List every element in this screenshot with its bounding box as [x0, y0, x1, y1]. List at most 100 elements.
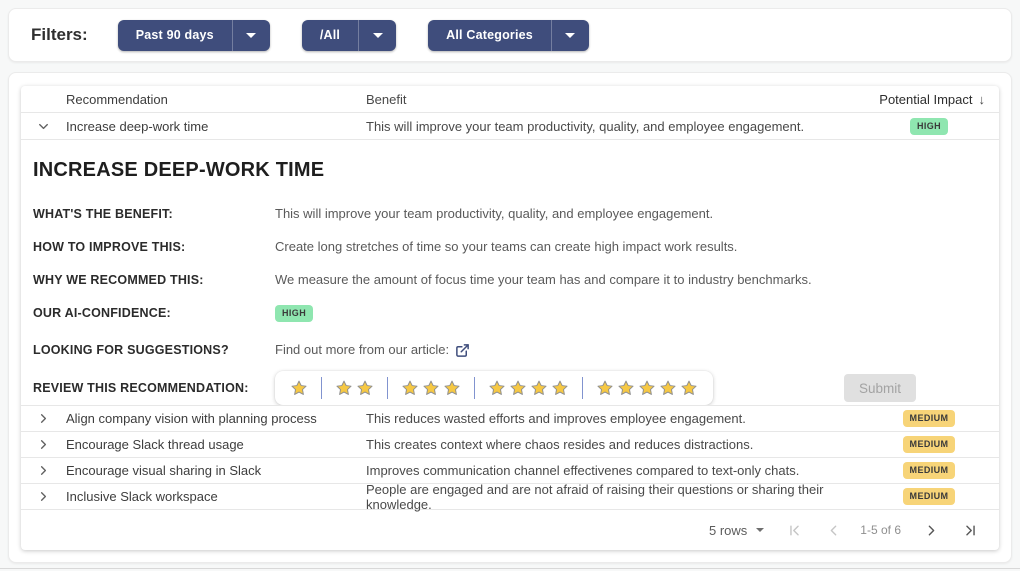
category-dropdown-toggle[interactable] [550, 19, 589, 51]
row-expander[interactable] [21, 437, 66, 452]
table-header-row: Recommendation Benefit Potential Impact … [21, 86, 999, 113]
star-icon [356, 379, 374, 397]
rating-widget [275, 371, 713, 405]
category-dropdown[interactable]: All Categories [428, 19, 589, 51]
date-range-dropdown[interactable]: Past 90 days [117, 19, 270, 51]
caret-down-icon [246, 32, 257, 38]
rows-per-page-select[interactable]: 5 rows [709, 522, 765, 538]
date-range-dropdown-value: Past 90 days [135, 28, 214, 42]
row-expander[interactable] [21, 411, 66, 426]
star-icon [488, 379, 506, 397]
external-link-icon [456, 343, 469, 357]
table-row[interactable]: Align company vision with planning proce… [21, 406, 999, 432]
row-recommendation: Encourage Slack thread usage [66, 437, 244, 452]
article-link[interactable] [455, 343, 470, 358]
submit-review-button[interactable]: Submit [843, 374, 916, 402]
row-expander[interactable] [21, 119, 66, 134]
row-benefit: People are engaged and are not afraid of… [366, 481, 824, 512]
filter-bar: Filters: Past 90 days /All All Categorie… [8, 8, 1012, 62]
star-icon [551, 379, 569, 397]
suggestions-text: Find out more from our article: [275, 342, 450, 357]
star-icon [290, 379, 308, 397]
caret-down-icon [756, 528, 765, 532]
rating-option-5-stars[interactable] [582, 377, 711, 399]
table-row[interactable]: Encourage Slack thread usage This create… [21, 432, 999, 458]
star-icon [680, 379, 698, 397]
field-label: WHAT'S THE BENEFIT: [33, 206, 173, 221]
previous-page-button[interactable] [825, 522, 842, 539]
star-icon [509, 379, 527, 397]
detail-title: INCREASE DEEP-WORK TIME [33, 159, 325, 181]
star-icon [659, 379, 677, 397]
table-row[interactable]: Increase deep-work time This will improv… [21, 113, 999, 140]
row-benefit: This reduces wasted efforts and improves… [366, 411, 746, 426]
table-row[interactable]: Encourage visual sharing in Slack Improv… [21, 458, 999, 484]
field-value: Create long stretches of time so your te… [275, 239, 738, 254]
chevron-down-icon [39, 123, 48, 129]
table-row[interactable]: Inclusive Slack workspace People are eng… [21, 481, 999, 512]
impact-badge-high: HIGH [909, 117, 949, 135]
field-value: We measure the amount of focus time your… [275, 272, 812, 287]
date-range-dropdown-toggle[interactable] [231, 19, 270, 51]
rating-option-4-stars[interactable] [474, 377, 582, 399]
caret-down-icon [565, 32, 576, 38]
recommendations-table: Recommendation Benefit Potential Impact … [21, 86, 999, 550]
impact-badge-medium: MEDIUM [902, 436, 956, 453]
row-recommendation: Inclusive Slack workspace [66, 489, 218, 504]
next-page-button[interactable] [923, 522, 940, 539]
column-header-potential-impact[interactable]: Potential Impact ↓ [859, 92, 999, 107]
column-header-benefit[interactable]: Benefit [366, 91, 407, 107]
pagination-range-label: 1-5 of 6 [860, 523, 901, 537]
team-dropdown-value: /All [319, 28, 341, 42]
detail-field-benefit: WHAT'S THE BENEFIT: This will improve yo… [33, 206, 979, 222]
field-label: HOW TO IMPROVE THIS: [33, 239, 186, 254]
row-recommendation: Encourage visual sharing in Slack [66, 463, 262, 478]
impact-badge-medium: MEDIUM [902, 462, 956, 479]
row-recommendation: Align company vision with planning proce… [66, 411, 317, 426]
rating-option-3-stars[interactable] [387, 377, 474, 399]
confidence-badge-high: HIGH [275, 305, 314, 322]
chevron-left-icon [830, 525, 837, 535]
field-label: OUR AI-CONFIDENCE: [33, 306, 171, 320]
impact-badge-medium: MEDIUM [902, 410, 956, 427]
star-icon [443, 379, 461, 397]
rows-per-page-value: 5 rows [709, 522, 748, 538]
last-page-button[interactable] [962, 522, 979, 539]
row-benefit: Improves communication channel effective… [366, 463, 800, 478]
first-page-icon [790, 525, 800, 535]
row-benefit: This will improve your team productivity… [366, 118, 805, 134]
sort-descending-icon[interactable]: ↓ [978, 91, 986, 107]
star-icon [401, 379, 419, 397]
field-value: This will improve your team productivity… [275, 206, 714, 221]
chevron-right-icon [40, 466, 47, 475]
category-dropdown-value: All Categories [446, 28, 533, 42]
column-header-impact-label: Potential Impact [879, 91, 973, 107]
star-icon [422, 379, 440, 397]
row-recommendation: Increase deep-work time [66, 118, 209, 134]
page-bottom-divider [0, 568, 1020, 569]
recommendation-detail-panel: INCREASE DEEP-WORK TIME WHAT'S THE BENEF… [21, 140, 999, 406]
row-benefit: This creates context where chaos resides… [366, 437, 754, 452]
first-page-button[interactable] [786, 522, 803, 539]
detail-field-ai-confidence: OUR AI-CONFIDENCE: HIGH [33, 305, 979, 322]
chevron-right-icon [40, 414, 47, 423]
team-dropdown[interactable]: /All [301, 19, 397, 51]
pagination-bar: 5 rows 1-5 of 6 [21, 510, 999, 550]
caret-down-icon [372, 32, 383, 38]
chevron-right-icon [40, 440, 47, 449]
detail-field-suggestions: LOOKING FOR SUGGESTIONS? Find out more f… [33, 342, 979, 358]
star-icon [335, 379, 353, 397]
field-label: LOOKING FOR SUGGESTIONS? [33, 342, 229, 357]
star-icon [617, 379, 635, 397]
team-dropdown-toggle[interactable] [358, 19, 396, 51]
field-label: WHY WE RECOMMED THIS: [33, 272, 204, 287]
row-expander[interactable] [21, 463, 66, 478]
filters-label: Filters: [31, 25, 88, 44]
rating-option-2-stars[interactable] [321, 377, 387, 399]
star-icon [596, 379, 614, 397]
column-header-recommendation[interactable]: Recommendation [66, 91, 168, 107]
row-expander[interactable] [21, 489, 66, 504]
impact-badge-medium: MEDIUM [902, 488, 956, 505]
rating-option-1-star[interactable] [277, 377, 321, 399]
field-label: REVIEW THIS RECOMMENDATION: [33, 380, 249, 395]
